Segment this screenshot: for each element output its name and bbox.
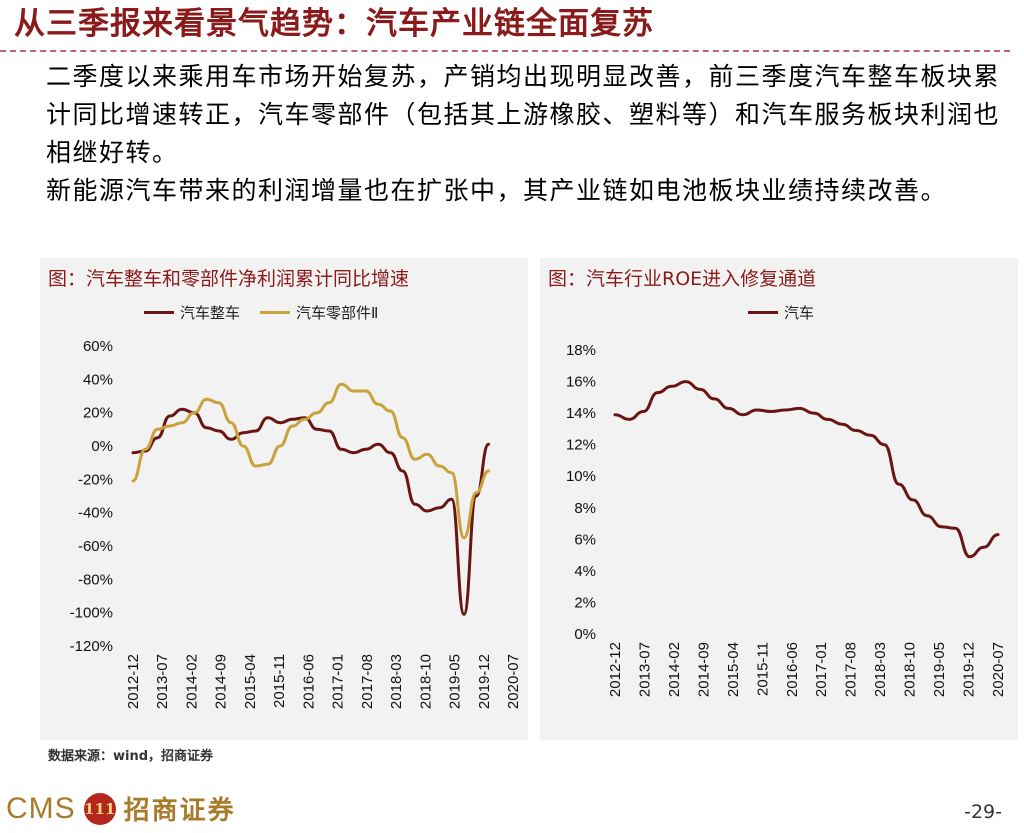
series-line	[131, 407, 490, 616]
chart-legend: 汽车	[748, 302, 814, 323]
x-tick-label: 2014-09	[213, 654, 230, 709]
y-tick-label: 40%	[83, 371, 113, 388]
legend-swatch	[260, 311, 291, 314]
y-tick-label: 2%	[574, 594, 596, 611]
y-tick-label: 6%	[574, 531, 596, 548]
slide-title: 从三季报来看景气趋势：汽车产业链全面复苏	[14, 6, 654, 42]
legend-swatch	[144, 311, 174, 314]
x-tick-label: 2015-04	[242, 654, 259, 709]
logo-badge-icon: 111	[83, 792, 116, 825]
x-tick-label: 2018-03	[388, 654, 405, 709]
x-tick-label: 2018-10	[902, 642, 919, 697]
y-tick-label: 14%	[566, 405, 596, 422]
y-tick-label: 0%	[91, 438, 113, 455]
x-tick-label: 2014-02	[183, 654, 200, 709]
profit-growth-chart: 60% 40% 20% 0% -20% -40% -60% -80% -100% -120% 201…	[70, 338, 522, 709]
chart-title: 图：汽车整车和零部件净利润累计同比增速	[48, 268, 410, 290]
x-tick-label: 2017-08	[843, 642, 860, 697]
x-tick-label: 2018-03	[872, 642, 889, 697]
x-tick-label: 2016-06	[784, 642, 801, 697]
x-tick-label: 2017-01	[813, 642, 830, 697]
y-tick-label: 10%	[566, 468, 596, 485]
y-tick-label: 0%	[574, 626, 596, 643]
x-tick-label: 2019-12	[961, 642, 978, 697]
x-tick-label: 2018-10	[417, 654, 434, 709]
legend-label: 汽车整车	[180, 304, 241, 322]
x-tick-label: 2019-05	[447, 654, 464, 709]
chart-legend: 汽车整车 汽车零部件Ⅱ	[144, 302, 378, 323]
x-tick-label: 2015-04	[725, 642, 742, 697]
y-tick-label: 12%	[566, 437, 596, 454]
y-tick-label: -20%	[78, 471, 113, 488]
x-tick-label: 2012-12	[607, 642, 624, 697]
y-tick-label: 18%	[566, 342, 596, 359]
x-tick-label: 2015-11	[754, 642, 771, 696]
x-tick-label: 2020-07	[990, 642, 1007, 697]
x-tick-label: 2014-09	[695, 642, 712, 697]
x-tick-label: 2013-07	[154, 654, 171, 709]
company-name: 招商证券	[123, 796, 236, 826]
x-tick-label: 2019-05	[931, 642, 948, 697]
x-tick-label: 2013-07	[636, 642, 653, 697]
y-tick-label: 60%	[83, 338, 113, 355]
legend-item: 汽车零部件Ⅱ	[260, 302, 378, 323]
series-line	[131, 382, 490, 540]
legend-item: 汽车	[748, 302, 814, 323]
x-tick-label: 2014-02	[666, 642, 683, 697]
x-tick-label: 2017-01	[330, 654, 347, 709]
y-tick-label: -120%	[70, 638, 113, 655]
chart-title: 图：汽车行业ROE进入修复通道	[548, 268, 817, 290]
y-tick-label: -80%	[78, 571, 113, 588]
series-line	[613, 380, 1000, 559]
paragraph-1: 二季度以来乘用车市场开始复苏，产销均出现明显改善，前三季度汽车整车板块累计同比增…	[46, 62, 1001, 167]
roe-chart: 18% 16% 14% 12% 10% 8% 6% 4% 2% 0% 2012-12 2013-07 2…	[566, 342, 1007, 697]
logo-text: CMS	[6, 791, 76, 825]
legend-label: 汽车零部件Ⅱ	[296, 304, 379, 322]
legend-item: 汽车整车	[144, 302, 240, 323]
y-tick-label: -100%	[70, 605, 113, 622]
chart-panel-profit-growth: 图：汽车整车和零部件净利润累计同比增速 汽车整车 汽车零部件Ⅱ 60% 40% 20…	[40, 258, 528, 740]
x-tick-label: 2016-06	[300, 654, 317, 709]
legend-swatch	[748, 311, 778, 314]
y-tick-label: 16%	[566, 374, 596, 391]
legend-label: 汽车	[784, 304, 815, 322]
paragraph-2: 新能源汽车带来的利润增量也在扩张中，其产业链如电池板块业绩持续改善。	[46, 176, 948, 205]
data-source: 数据来源：wind，招商证券	[48, 749, 214, 764]
y-tick-label: 8%	[574, 500, 596, 517]
y-tick-label: -40%	[78, 505, 113, 522]
x-tick-label: 2019-12	[476, 654, 493, 709]
chart-panel-roe: 图：汽车行业ROE进入修复通道 汽车 18% 16% 14% 12% 10% 8% 6% 4%…	[540, 258, 1018, 740]
x-tick-label: 2020-07	[505, 654, 522, 709]
y-tick-label: 4%	[574, 563, 596, 580]
y-tick-label: 20%	[83, 405, 113, 422]
page-number: -29-	[964, 801, 1002, 823]
y-tick-label: -60%	[78, 538, 113, 555]
x-tick-label: 2012-12	[125, 654, 142, 709]
x-tick-label: 2015-11	[271, 654, 288, 708]
x-tick-label: 2017-08	[359, 654, 376, 709]
title-divider	[0, 50, 1010, 52]
company-logo: CMS 111 招商证券	[6, 790, 236, 827]
